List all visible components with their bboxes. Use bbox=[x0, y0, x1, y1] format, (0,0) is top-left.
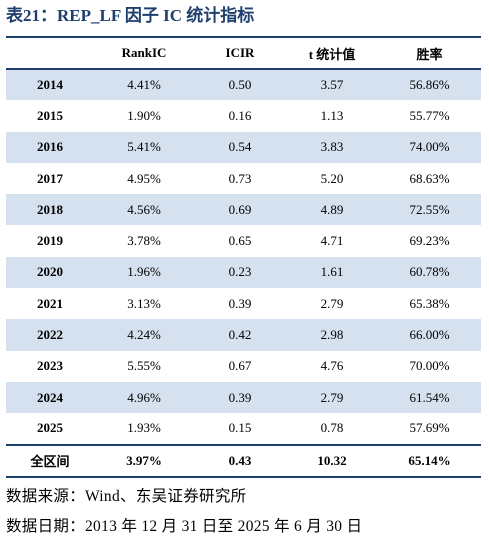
year-cell: 2024 bbox=[6, 381, 94, 414]
header-cell: ICIR bbox=[194, 36, 286, 70]
header-row: RankIC ICIR t 统计值 胜率 bbox=[6, 36, 481, 70]
year-cell: 2016 bbox=[6, 131, 94, 163]
value-cell: 2.79 bbox=[286, 381, 378, 414]
table-row: 2019 3.78% 0.65 4.71 69.23% bbox=[6, 225, 481, 257]
value-cell: 0.15 bbox=[194, 413, 286, 445]
value-cell: 4.89 bbox=[286, 194, 378, 226]
value-cell: 68.63% bbox=[378, 162, 481, 195]
value-cell: 2.98 bbox=[286, 319, 378, 351]
value-cell: 61.54% bbox=[378, 381, 481, 414]
value-cell: 0.67 bbox=[194, 350, 286, 382]
year-cell: 2018 bbox=[6, 194, 94, 226]
data-source-note: 数据来源：Wind、东吴证券研究所 bbox=[6, 488, 247, 505]
value-cell: 1.96% bbox=[94, 256, 194, 289]
value-cell: 4.76 bbox=[286, 350, 378, 382]
value-cell: 0.69 bbox=[194, 194, 286, 226]
value-cell: 2.79 bbox=[286, 288, 378, 320]
total-cell: 3.97% bbox=[94, 443, 194, 478]
value-cell: 5.55% bbox=[94, 350, 194, 382]
header-cell bbox=[6, 36, 94, 70]
year-cell: 2019 bbox=[6, 225, 94, 257]
value-cell: 4.56% bbox=[94, 194, 194, 226]
value-cell: 3.83 bbox=[286, 131, 378, 163]
value-cell: 0.39 bbox=[194, 381, 286, 414]
year-cell: 2017 bbox=[6, 162, 94, 195]
value-cell: 55.77% bbox=[378, 100, 481, 132]
total-cell: 全区间 bbox=[6, 443, 94, 478]
table-row: 2020 1.96% 0.23 1.61 60.78% bbox=[6, 256, 481, 289]
value-cell: 1.93% bbox=[94, 413, 194, 445]
value-cell: 4.95% bbox=[94, 162, 194, 195]
value-cell: 3.57 bbox=[286, 69, 378, 101]
value-cell: 70.00% bbox=[378, 350, 481, 382]
table-row: 2022 4.24% 0.42 2.98 66.00% bbox=[6, 319, 481, 351]
value-cell: 4.71 bbox=[286, 225, 378, 257]
value-cell: 56.86% bbox=[378, 69, 481, 101]
year-cell: 2014 bbox=[6, 69, 94, 101]
year-cell: 2020 bbox=[6, 256, 94, 289]
table-row: 2018 4.56% 0.69 4.89 72.55% bbox=[6, 194, 481, 226]
value-cell: 65.38% bbox=[378, 288, 481, 320]
table-row: 2021 3.13% 0.39 2.79 65.38% bbox=[6, 288, 481, 320]
value-cell: 1.61 bbox=[286, 256, 378, 289]
table-row: 2017 4.95% 0.73 5.20 68.63% bbox=[6, 162, 481, 195]
total-cell: 0.43 bbox=[194, 443, 286, 478]
table-row: 2015 1.90% 0.16 1.13 55.77% bbox=[6, 100, 481, 132]
year-cell: 2025 bbox=[6, 413, 94, 445]
value-cell: 0.65 bbox=[194, 225, 286, 257]
value-cell: 57.69% bbox=[378, 413, 481, 445]
value-cell: 0.78 bbox=[286, 413, 378, 445]
year-cell: 2015 bbox=[6, 100, 94, 132]
value-cell: 3.78% bbox=[94, 225, 194, 257]
year-cell: 2023 bbox=[6, 350, 94, 382]
value-cell: 66.00% bbox=[378, 319, 481, 351]
value-cell: 4.96% bbox=[94, 381, 194, 414]
header-cell: t 统计值 bbox=[286, 36, 378, 70]
table-row: 2024 4.96% 0.39 2.79 61.54% bbox=[6, 381, 481, 414]
value-cell: 74.00% bbox=[378, 131, 481, 163]
value-cell: 69.23% bbox=[378, 225, 481, 257]
value-cell: 0.54 bbox=[194, 131, 286, 163]
table-title: 表21：REP_LF 因子 IC 统计指标 bbox=[6, 6, 255, 25]
table-body: 2014 4.41% 0.50 3.57 56.86% 2015 1.90% 0.16 1.13… bbox=[6, 69, 481, 445]
year-cell: 2021 bbox=[6, 288, 94, 320]
value-cell: 0.42 bbox=[194, 319, 286, 351]
ic-stats-table: RankIC ICIR t 统计值 胜率 2014 4.41% 0.50 3.57 56… bbox=[6, 36, 481, 478]
table-row: 2016 5.41% 0.54 3.83 74.00% bbox=[6, 131, 481, 163]
total-row: 全区间 3.97% 0.43 10.32 65.14% bbox=[6, 443, 481, 478]
table-row: 2023 5.55% 0.67 4.76 70.00% bbox=[6, 350, 481, 382]
value-cell: 0.50 bbox=[194, 69, 286, 101]
value-cell: 60.78% bbox=[378, 256, 481, 289]
value-cell: 0.39 bbox=[194, 288, 286, 320]
data-date-note: 数据日期：2013 年 12 月 31 日至 2025 年 6 月 30 日 bbox=[6, 518, 363, 535]
value-cell: 4.41% bbox=[94, 69, 194, 101]
value-cell: 0.73 bbox=[194, 162, 286, 195]
value-cell: 1.13 bbox=[286, 100, 378, 132]
value-cell: 3.13% bbox=[94, 288, 194, 320]
total-cell: 65.14% bbox=[378, 443, 481, 478]
value-cell: 0.16 bbox=[194, 100, 286, 132]
value-cell: 1.90% bbox=[94, 100, 194, 132]
value-cell: 5.20 bbox=[286, 162, 378, 195]
table-row: 2025 1.93% 0.15 0.78 57.69% bbox=[6, 413, 481, 445]
value-cell: 4.24% bbox=[94, 319, 194, 351]
value-cell: 5.41% bbox=[94, 131, 194, 163]
header-cell: 胜率 bbox=[378, 36, 481, 70]
value-cell: 72.55% bbox=[378, 194, 481, 226]
value-cell: 0.23 bbox=[194, 256, 286, 289]
total-cell: 10.32 bbox=[286, 443, 378, 478]
year-cell: 2022 bbox=[6, 319, 94, 351]
table-row: 2014 4.41% 0.50 3.57 56.86% bbox=[6, 69, 481, 101]
header-cell: RankIC bbox=[94, 36, 194, 70]
